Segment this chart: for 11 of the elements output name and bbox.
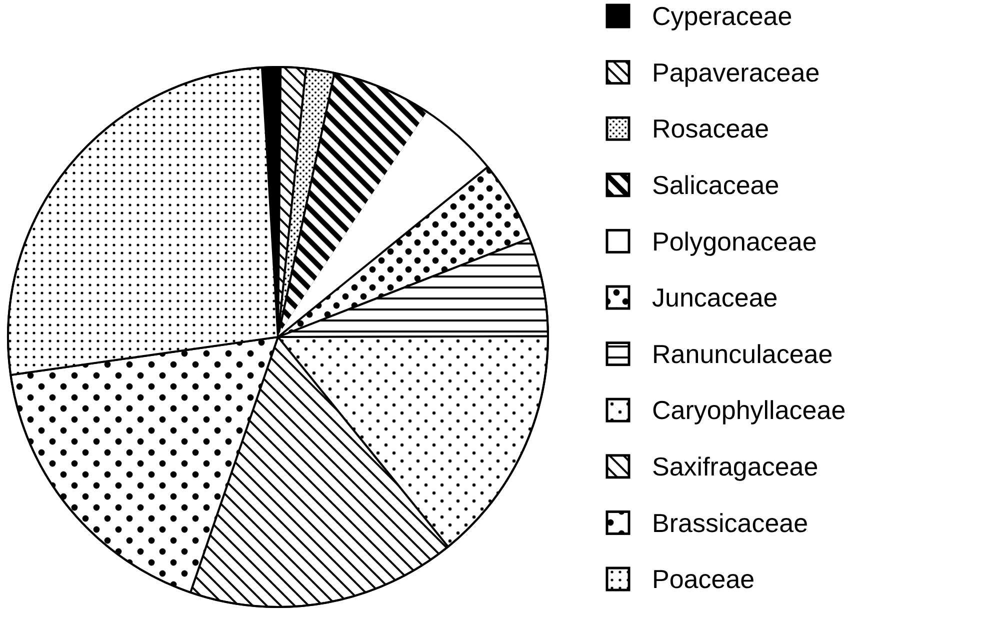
legend-label: Ranunculaceae [652, 338, 833, 369]
legend-label: Saxifragaceae [652, 452, 818, 482]
legend-label: Caryophyllaceae [652, 395, 846, 426]
legend-label: Polygonaceae [652, 226, 817, 256]
legend-label: Papaveraceae [652, 57, 820, 88]
legend-label: Juncaceae [652, 282, 778, 313]
legend-label: Salicaceae [652, 170, 780, 200]
legend-label: Cyperaceae [652, 1, 792, 32]
legend-label: Poaceae [652, 564, 755, 594]
legend-label: Rosaceae [652, 114, 770, 144]
legend-label: Brassicaceae [652, 508, 808, 538]
